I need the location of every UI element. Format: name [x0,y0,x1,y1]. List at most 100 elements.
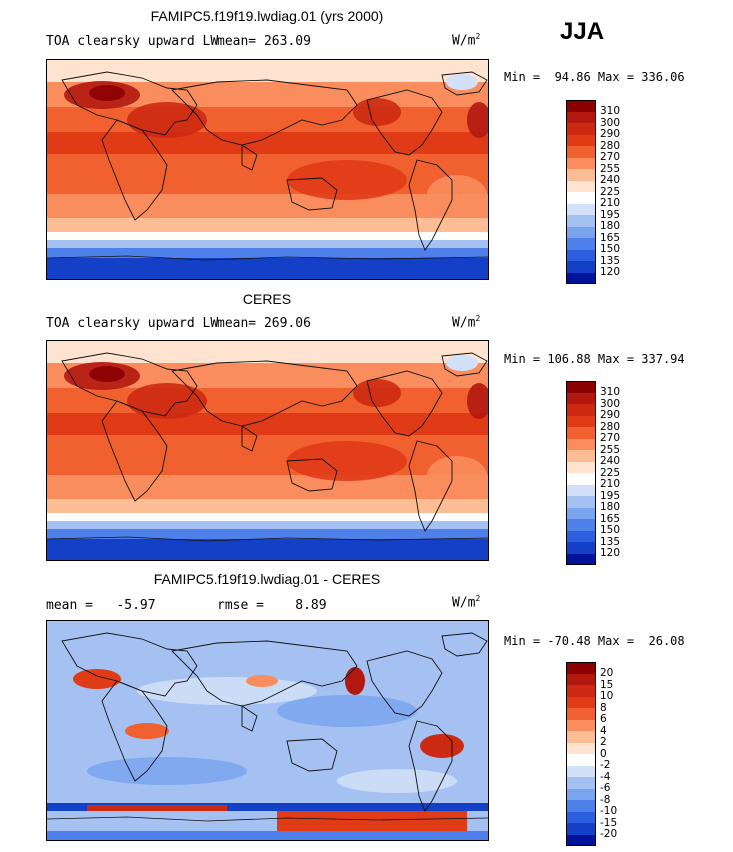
colorbar-tick-label: 8 [600,701,607,714]
colorbar-swatch [566,542,596,554]
colorbar-tick-label: -2 [600,759,611,771]
colorbar-tick-label: 300 [600,116,621,129]
colorbar-swatch [566,788,596,800]
colorbar-swatch [566,146,596,158]
colorbar-tick-label: 165 [600,512,621,525]
colorbar-tick-label: -4 [600,770,611,783]
panel-1-map [46,59,489,280]
colorbar-swatch [566,519,596,531]
colorbar-tick-label: 4 [600,724,607,737]
colorbar-swatch [566,662,596,674]
colorbar-tick-label: 15 [600,678,614,691]
panel-3-min-max: Min = -70.48 Max = 26.08 [504,634,685,648]
colorbar-swatch [566,100,596,112]
colorbar-tick-label: -15 [600,816,618,829]
colorbar-tick-label: 165 [600,231,621,244]
colorbar-swatch [566,553,596,565]
colorbar-swatch [566,719,596,731]
colorbar-swatch [566,777,596,789]
colorbar-tick-label: 150 [600,243,621,255]
panel-1-variable-label: TOA clearsky upward LW [46,34,219,49]
panel-1-min-max: Min = 94.86 Max = 336.06 [504,70,685,84]
colorbar-tick-label: 2 [600,736,607,748]
colorbar-tick-label: -8 [600,793,611,806]
colorbar-tick-label: -6 [600,782,611,794]
panel-3-mean-label: mean = -5.97 [46,598,156,613]
colorbar-swatch [566,673,596,685]
colorbar-swatch [566,696,596,708]
colorbar-tick-label: 240 [600,455,621,467]
colorbar-swatch [566,496,596,508]
colorbar-swatch [566,530,596,542]
colorbar-swatch [566,272,596,284]
colorbar-swatch [566,473,596,485]
panel-2-title: CERES [242,291,292,307]
colorbar-tick-label: 120 [600,547,621,559]
colorbar-swatch [566,134,596,146]
colorbar-swatch [566,415,596,427]
colorbar-tick-label: 225 [600,466,621,479]
colorbar-tick-label: 300 [600,397,621,410]
panel-3-units: W/m2 [452,594,481,611]
colorbar-swatch [566,834,596,846]
panel-1-units: W/m2 [452,32,481,49]
panel-2-map [46,340,489,561]
colorbar-tick-label: 255 [600,162,621,175]
colorbar-swatch [566,507,596,519]
colorbar-swatch [566,450,596,462]
colorbar-swatch [566,123,596,135]
panel-3-map [46,620,489,841]
season-label: JJA [560,18,605,45]
colorbar-swatch [566,800,596,812]
colorbar-swatch [566,226,596,238]
colorbar-tick-label: 240 [600,174,621,186]
colorbar-tick-label: 195 [600,208,621,221]
colorbar-tick-label: 290 [600,409,621,421]
colorbar-tick-label: 290 [600,128,621,140]
colorbar-swatch [566,169,596,181]
colorbar-swatch [566,238,596,250]
colorbar-swatch [566,731,596,743]
colorbar-tick-label: -10 [600,805,618,817]
panel-3-colorbar [566,662,596,846]
colorbar-tick-label: 135 [600,254,621,267]
colorbar-tick-label: 150 [600,524,621,536]
colorbar-tick-label: 120 [600,266,621,278]
colorbar-tick-label: 135 [600,535,621,548]
colorbar-swatch [566,157,596,169]
colorbar-swatch [566,404,596,416]
colorbar-tick-label: 180 [600,220,621,232]
colorbar-tick-label: 270 [600,432,621,444]
colorbar-tick-label: 210 [600,478,621,490]
colorbar-swatch [566,765,596,777]
panel-3-field [47,621,488,840]
colorbar-swatch [566,811,596,823]
colorbar-tick-label: 280 [600,139,621,152]
panel-2-mean-label: mean= 269.06 [217,316,311,331]
colorbar-swatch [566,381,596,393]
colorbar-tick-label: 280 [600,420,621,433]
colorbar-tick-label: 310 [600,386,621,398]
panel-1-colorbar [566,100,596,284]
panel-1-mean-label: mean= 263.09 [217,34,311,49]
colorbar-swatch [566,180,596,192]
colorbar-tick-label: 210 [600,197,621,209]
colorbar-tick-label: 310 [600,105,621,117]
colorbar-tick-label: 270 [600,151,621,163]
colorbar-swatch [566,192,596,204]
panel-2-variable-label: TOA clearsky upward LW [46,316,219,331]
colorbar-tick-label: 0 [600,747,607,760]
colorbar-tick-label: 10 [600,690,614,702]
colorbar-swatch [566,427,596,439]
panel-3-title: FAMIPC5.f19f19.lwdiag.01 - CERES [153,571,381,587]
colorbar-swatch [566,203,596,215]
colorbar-tick-label: 255 [600,443,621,456]
colorbar-swatch [566,111,596,123]
colorbar-tick-label: -20 [600,828,618,840]
panel-1-title: FAMIPC5.f19f19.lwdiag.01 (yrs 2000) [150,8,384,24]
panel-2-units: W/m2 [452,314,481,331]
colorbar-swatch [566,215,596,227]
colorbar-swatch [566,249,596,261]
colorbar-swatch [566,261,596,273]
colorbar-swatch [566,754,596,766]
